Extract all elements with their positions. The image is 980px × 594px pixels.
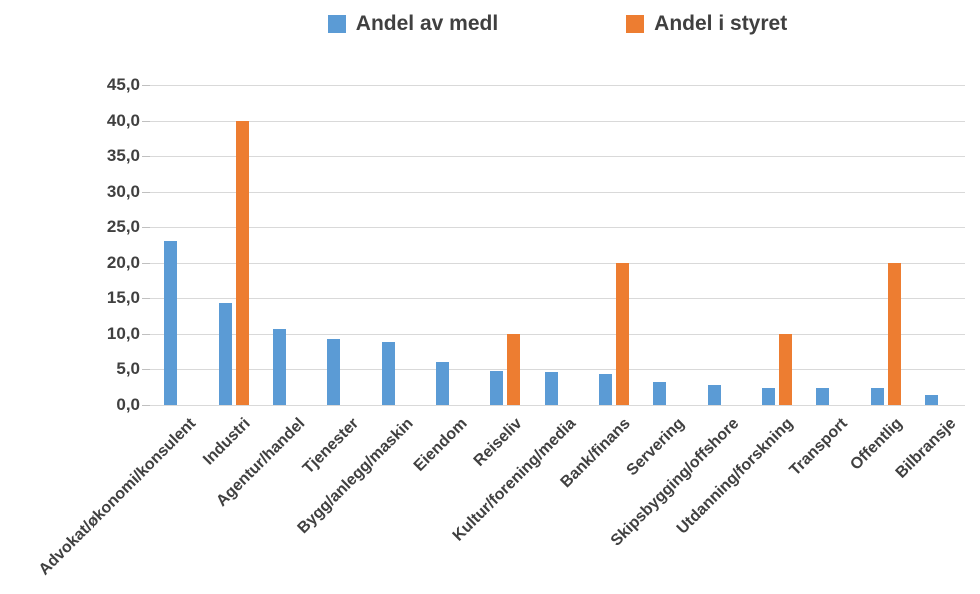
y-axis-tick <box>142 192 150 193</box>
bar-group <box>924 85 955 405</box>
bar-group <box>164 85 194 405</box>
bar-group <box>490 85 521 405</box>
y-axis-tick <box>142 334 150 335</box>
legend-label: Andel i styret <box>654 12 788 35</box>
y-axis-tick <box>142 85 150 86</box>
x-axis-label: Transport <box>786 415 852 480</box>
bar-group <box>870 85 901 405</box>
bar-group <box>598 85 629 405</box>
bar-group <box>761 85 792 405</box>
bar-andel-av-medl <box>490 370 504 405</box>
y-axis-label: 30,0 <box>106 182 140 201</box>
bar-andel-av-medl <box>381 341 395 405</box>
x-axis-label: Advokat/økonomi/konsulent <box>35 415 200 579</box>
bar-andel-av-medl <box>924 395 938 405</box>
bar-andel-av-medl <box>272 328 286 405</box>
legend-item-andel-i-styret: Andel i styret <box>626 12 787 36</box>
y-axis-label: 40,0 <box>106 111 140 130</box>
bar-andel-av-medl <box>218 302 232 405</box>
legend-label: Andel av medl <box>355 12 499 35</box>
bar-group <box>327 85 357 405</box>
y-axis-label: 0,0 <box>116 395 140 414</box>
legend-swatch-blue-icon <box>327 15 346 33</box>
bar-andel-av-medl <box>870 387 884 405</box>
legend-item-andel-av-medl: Andel av medl <box>327 12 499 36</box>
bar-group <box>435 85 466 405</box>
gridline <box>150 192 965 193</box>
bar-group <box>218 85 249 405</box>
bar-andel-av-medl <box>816 387 830 405</box>
x-axis-label: Industri <box>200 415 254 469</box>
bar-group <box>816 85 846 405</box>
bar-andel-i-styret <box>615 262 629 405</box>
bar-andel-i-styret <box>778 333 792 405</box>
chart-legend: Andel av medl Andel i styret <box>150 8 965 40</box>
bar-andel-i-styret <box>507 333 521 405</box>
gridline <box>150 227 965 228</box>
x-axis-label: Reiseliv <box>470 415 526 470</box>
bar-andel-av-medl <box>544 371 558 405</box>
x-axis-label: Eiendom <box>411 415 471 475</box>
bar-group <box>544 85 575 405</box>
bar-andel-i-styret <box>235 120 249 405</box>
bar-andel-av-medl <box>707 385 721 405</box>
gridline <box>150 121 965 122</box>
bar-andel-av-medl <box>761 387 775 405</box>
y-axis-label: 15,0 <box>106 288 140 307</box>
gridline <box>150 334 965 335</box>
y-axis-tick <box>142 227 150 228</box>
gridline <box>150 298 965 299</box>
y-axis-label: 45,0 <box>106 75 140 94</box>
bar-andel-av-medl <box>164 241 178 405</box>
bar-group <box>272 85 303 405</box>
y-axis-tick <box>142 298 150 299</box>
y-axis-tick <box>142 263 150 264</box>
y-axis-label: 10,0 <box>106 324 140 343</box>
bar-group <box>707 85 738 405</box>
bar-group <box>653 85 683 405</box>
gridline <box>150 405 965 406</box>
y-axis-tick <box>142 156 150 157</box>
bar-group <box>381 85 412 405</box>
y-axis-tick <box>142 369 150 370</box>
y-axis-label: 35,0 <box>106 146 140 165</box>
y-axis-label: 5,0 <box>116 359 140 378</box>
bar-andel-av-medl <box>327 338 341 405</box>
bar-andel-av-medl <box>435 361 449 405</box>
gridline <box>150 156 965 157</box>
y-axis-label: 25,0 <box>106 217 140 236</box>
y-axis-tick <box>142 121 150 122</box>
legend-swatch-orange-icon <box>626 15 645 33</box>
gridline <box>150 85 965 86</box>
gridline <box>150 263 965 264</box>
y-axis-label: 20,0 <box>106 253 140 272</box>
y-axis-tick <box>142 405 150 406</box>
gridline <box>150 369 965 370</box>
plot-area: 45,0 40,0 35,0 30,0 25,0 20,0 15,0 10,0 5,0 0,0 Ad… <box>36 75 965 579</box>
bar-andel-av-medl <box>598 374 612 405</box>
bar-andel-av-medl <box>653 381 667 405</box>
bar-andel-i-styret <box>887 262 901 405</box>
